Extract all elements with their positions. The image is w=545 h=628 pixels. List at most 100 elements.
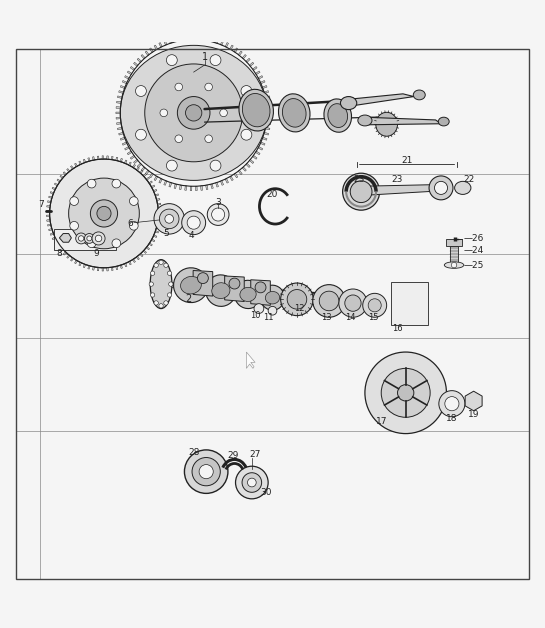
Ellipse shape	[278, 94, 310, 132]
Circle shape	[69, 178, 140, 249]
Ellipse shape	[239, 89, 274, 131]
Polygon shape	[265, 127, 270, 130]
Polygon shape	[152, 239, 155, 242]
Polygon shape	[158, 217, 161, 219]
Circle shape	[164, 301, 168, 305]
Polygon shape	[116, 112, 120, 114]
Polygon shape	[88, 266, 90, 269]
Polygon shape	[154, 45, 158, 50]
Polygon shape	[238, 51, 242, 55]
Circle shape	[235, 466, 268, 499]
Circle shape	[95, 235, 102, 242]
Polygon shape	[229, 45, 233, 50]
Polygon shape	[49, 196, 52, 198]
Polygon shape	[158, 208, 161, 210]
Polygon shape	[141, 55, 145, 59]
Ellipse shape	[173, 268, 208, 303]
Circle shape	[192, 458, 220, 486]
Circle shape	[434, 181, 447, 195]
Circle shape	[229, 278, 240, 289]
Circle shape	[50, 159, 159, 268]
Polygon shape	[102, 156, 104, 159]
Polygon shape	[88, 158, 90, 161]
Circle shape	[268, 306, 277, 315]
Polygon shape	[132, 259, 136, 263]
Circle shape	[150, 293, 155, 297]
Circle shape	[154, 263, 159, 268]
Polygon shape	[47, 224, 51, 226]
Circle shape	[87, 236, 92, 241]
Polygon shape	[154, 176, 158, 181]
Polygon shape	[54, 183, 58, 186]
Polygon shape	[136, 167, 140, 171]
Polygon shape	[93, 267, 94, 270]
Polygon shape	[216, 39, 219, 43]
Polygon shape	[66, 168, 70, 172]
Polygon shape	[216, 182, 219, 187]
Polygon shape	[116, 117, 120, 119]
Circle shape	[87, 239, 96, 247]
Polygon shape	[205, 36, 208, 41]
Circle shape	[112, 239, 120, 247]
Circle shape	[181, 211, 205, 235]
Circle shape	[97, 207, 111, 220]
Text: 30: 30	[260, 488, 272, 497]
Polygon shape	[153, 235, 157, 237]
Text: 7: 7	[39, 200, 44, 208]
Polygon shape	[134, 160, 138, 163]
Polygon shape	[155, 194, 159, 196]
Circle shape	[368, 299, 381, 312]
Polygon shape	[107, 268, 108, 271]
Polygon shape	[46, 215, 50, 217]
Polygon shape	[250, 62, 254, 67]
Text: 15: 15	[368, 313, 378, 322]
Circle shape	[166, 55, 177, 65]
Polygon shape	[261, 142, 265, 145]
Polygon shape	[159, 213, 162, 214]
Circle shape	[175, 135, 183, 143]
Polygon shape	[164, 181, 167, 185]
Polygon shape	[267, 101, 271, 104]
Circle shape	[241, 129, 252, 140]
Circle shape	[136, 85, 147, 97]
Polygon shape	[258, 146, 263, 150]
Polygon shape	[256, 151, 260, 154]
Circle shape	[154, 203, 184, 234]
Circle shape	[167, 271, 172, 276]
Polygon shape	[258, 75, 263, 79]
Polygon shape	[57, 179, 60, 182]
Polygon shape	[116, 107, 120, 109]
Polygon shape	[229, 176, 233, 181]
Polygon shape	[252, 155, 257, 160]
Text: —25: —25	[464, 261, 484, 269]
Polygon shape	[50, 192, 54, 194]
Circle shape	[197, 273, 208, 284]
Text: 17: 17	[376, 417, 387, 426]
Polygon shape	[83, 159, 86, 163]
Polygon shape	[75, 260, 77, 264]
Polygon shape	[122, 142, 127, 145]
Ellipse shape	[444, 262, 464, 268]
Polygon shape	[83, 264, 86, 268]
Polygon shape	[149, 181, 153, 184]
Polygon shape	[179, 185, 181, 190]
Circle shape	[381, 369, 430, 417]
Polygon shape	[52, 237, 56, 240]
Polygon shape	[196, 186, 197, 191]
Ellipse shape	[328, 104, 348, 127]
Text: 21: 21	[402, 156, 413, 165]
Polygon shape	[164, 40, 167, 45]
Text: —24: —24	[464, 246, 484, 256]
Polygon shape	[117, 127, 122, 130]
Text: 14: 14	[346, 313, 356, 322]
Polygon shape	[211, 184, 213, 188]
Polygon shape	[97, 156, 99, 160]
Text: 13: 13	[322, 313, 332, 322]
Ellipse shape	[243, 94, 270, 127]
Polygon shape	[54, 241, 58, 244]
Polygon shape	[190, 35, 192, 40]
Polygon shape	[119, 133, 123, 135]
Polygon shape	[256, 71, 260, 75]
Polygon shape	[137, 58, 141, 62]
Polygon shape	[152, 185, 155, 188]
